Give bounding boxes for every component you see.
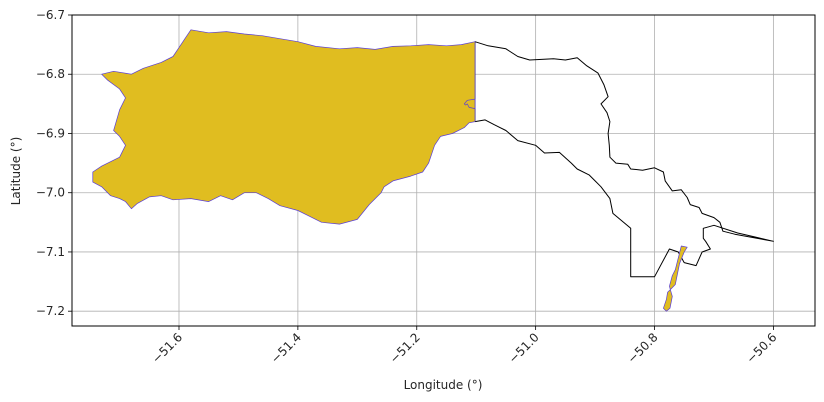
- x-tick-label: −51.6: [149, 330, 185, 366]
- x-tick-label: −51.4: [268, 330, 304, 366]
- y-tick-label: −6.8: [36, 67, 65, 81]
- filled-region-2: [463, 98, 476, 109]
- y-tick-label: −6.9: [36, 126, 65, 140]
- y-tick-label: −6.7: [36, 8, 65, 22]
- y-tick-label: −7.2: [36, 304, 65, 318]
- y-tick-label: −7.0: [36, 186, 65, 200]
- plot-frame: [71, 14, 816, 327]
- filled-region-1: [92, 29, 476, 225]
- outline-region-0: [474, 41, 774, 278]
- filled-region-3: [663, 245, 688, 312]
- y-tick-label: −7.1: [36, 245, 65, 259]
- map-regions: [92, 29, 774, 312]
- x-tick-label: −50.6: [744, 330, 780, 366]
- x-tick-label: −51.0: [506, 330, 542, 366]
- x-tick-label: −50.8: [625, 330, 661, 366]
- y-axis-label: Latitude (°): [9, 137, 23, 206]
- x-tick-label: −51.2: [387, 330, 423, 366]
- x-axis-label: Longitude (°): [404, 378, 483, 392]
